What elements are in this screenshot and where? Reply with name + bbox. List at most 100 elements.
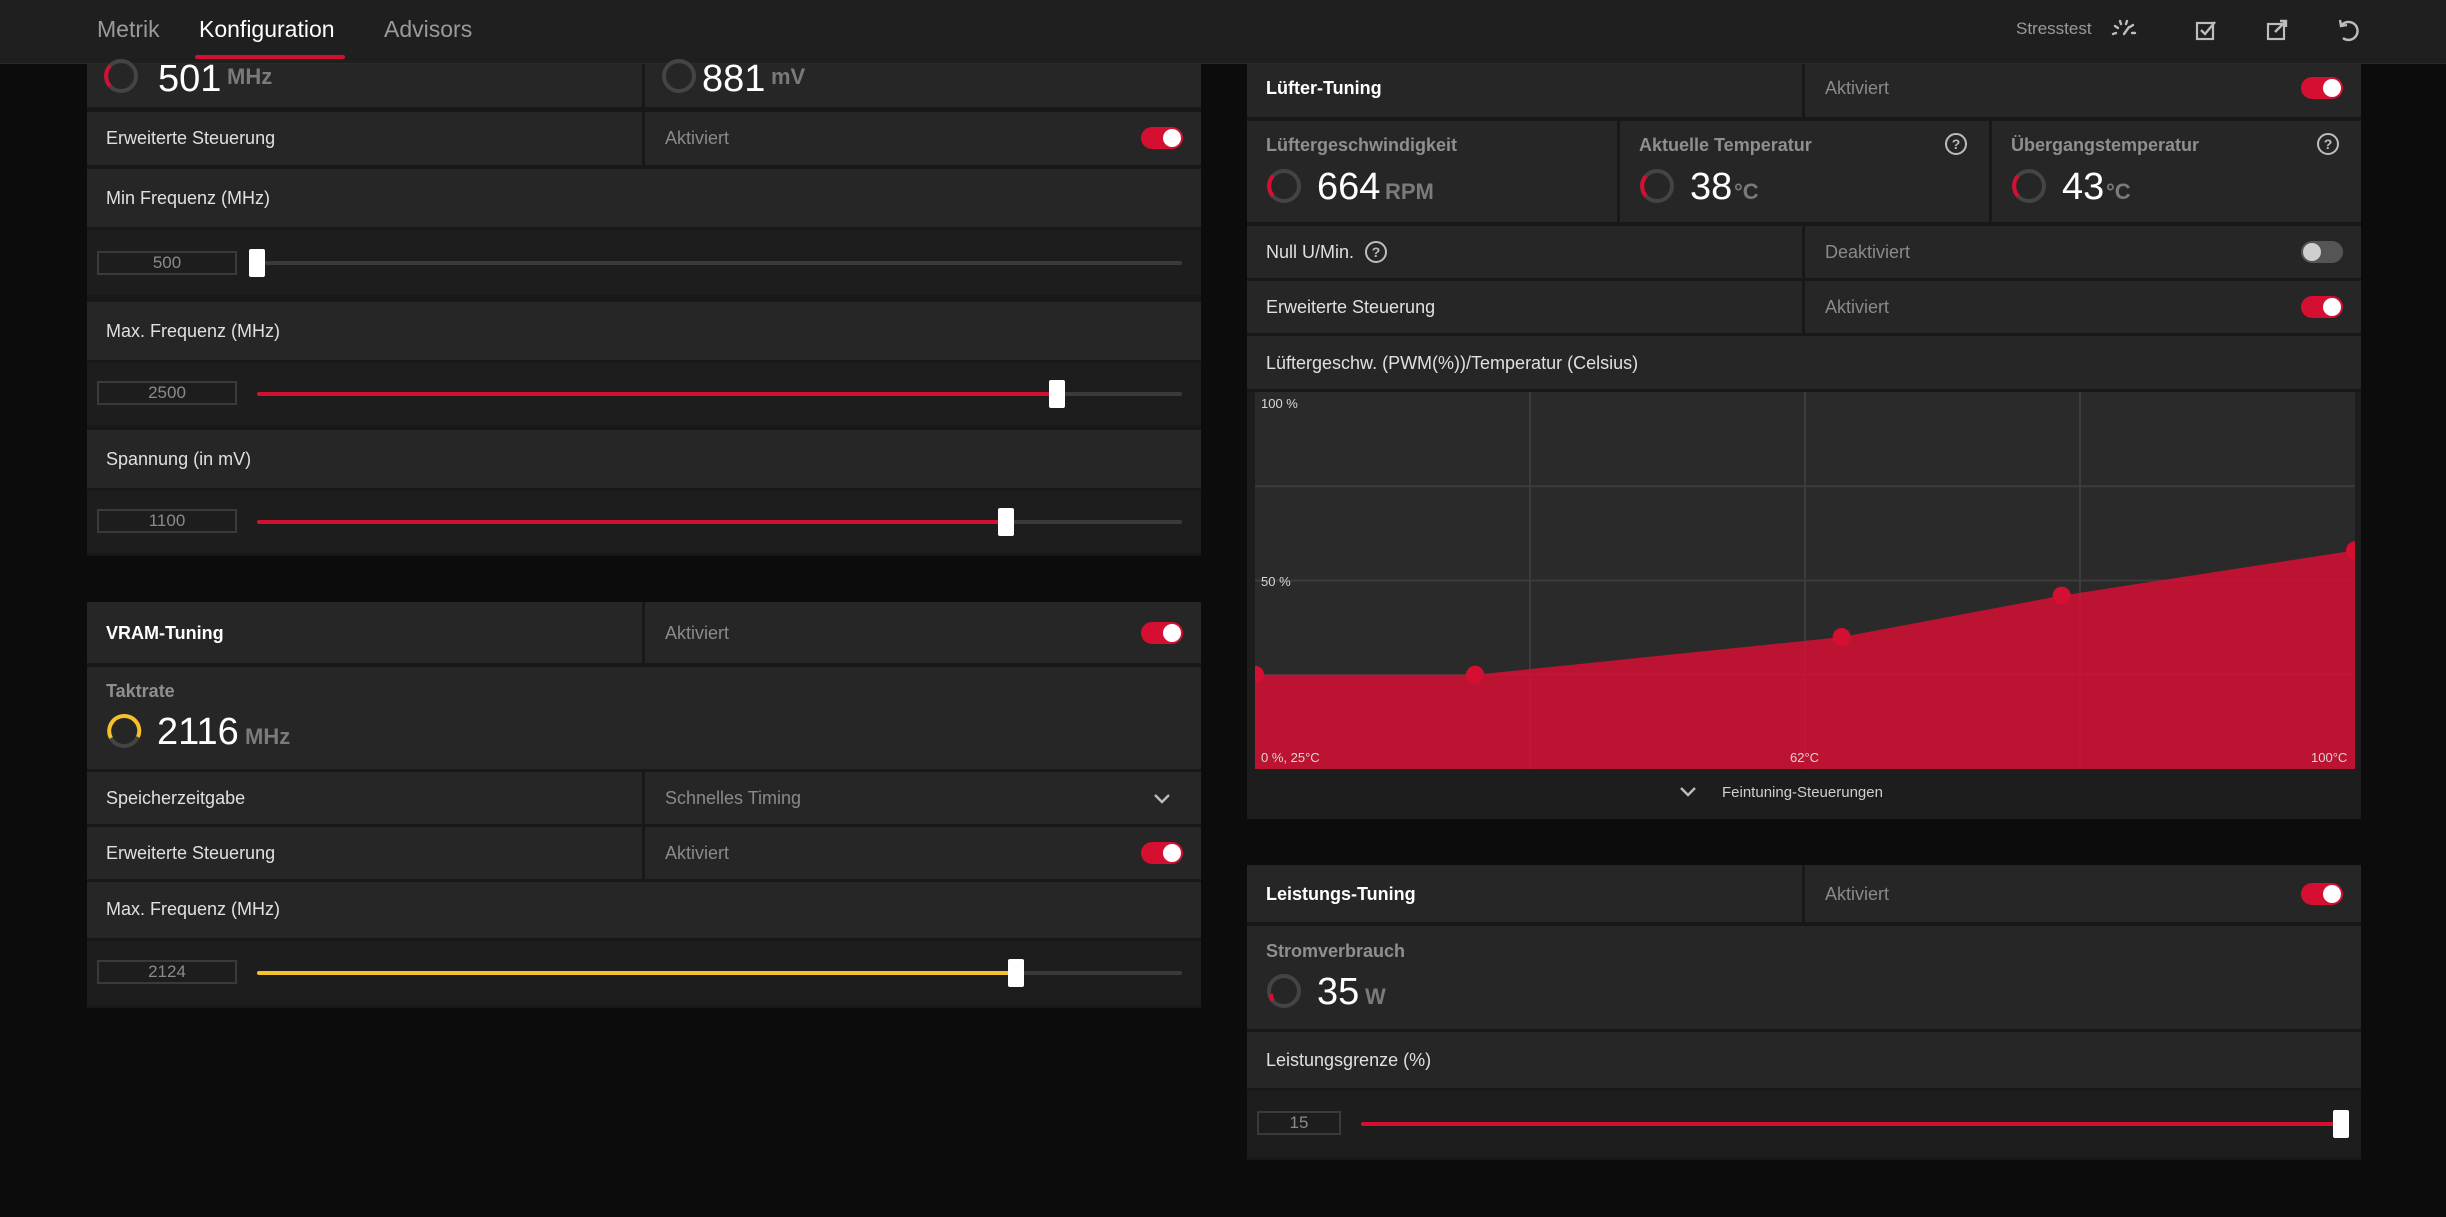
- vram-clock-value: 2116: [157, 711, 239, 753]
- fan-curve-area: [1255, 550, 2355, 769]
- fan-curve-point-5[interactable]: [2346, 541, 2355, 560]
- slider-fill: [257, 392, 1058, 396]
- fan-speed-value: 664: [1317, 166, 1381, 208]
- help-icon[interactable]: ?: [1945, 133, 1967, 155]
- vram-state: Aktiviert: [665, 623, 730, 643]
- slider-fill: [257, 971, 1016, 975]
- fan-curve-point-3[interactable]: [1832, 628, 1851, 647]
- fine-tune-toggle-row[interactable]: Feintuning-Steuerungen: [1247, 769, 2361, 819]
- power-limit-input[interactable]: 15: [1257, 1111, 1341, 1135]
- power-state-cell: Aktiviert: [1805, 865, 2361, 922]
- fan-junction-unit: °C: [2106, 179, 2131, 204]
- vram-advanced-toggle[interactable]: [1141, 842, 1183, 864]
- slider-thumb[interactable]: [998, 508, 1015, 536]
- fan-junction-cell: Übergangstemperatur ? 43 °C: [1992, 121, 2361, 222]
- gpu-freq-value: 501: [158, 58, 222, 100]
- help-icon[interactable]: ?: [2317, 133, 2339, 155]
- gpu-advanced-state: Aktiviert: [665, 128, 730, 148]
- gpu-freq-cell: 501 MHz: [87, 58, 642, 107]
- fan-state: Aktiviert: [1825, 78, 1890, 98]
- vram-state-cell: Aktiviert: [645, 602, 1201, 663]
- slider-thumb[interactable]: [2333, 1110, 2349, 1138]
- slider-thumb[interactable]: [1007, 959, 1024, 987]
- power-state: Aktiviert: [1825, 884, 1890, 904]
- vram-max-freq-slider[interactable]: [257, 959, 1182, 987]
- power-toggle[interactable]: [2301, 883, 2343, 905]
- gpu-voltage-value: 881: [702, 58, 766, 100]
- gpu-voltage-row: Spannung (in mV): [87, 430, 1201, 488]
- gpu-advanced-state-cell: Aktiviert: [645, 112, 1201, 165]
- gpu-max-freq-input[interactable]: 2500: [97, 381, 237, 405]
- export-icon[interactable]: [2261, 14, 2293, 46]
- active-tab-indicator: [195, 55, 345, 59]
- fan-zero-rpm-state: Deaktiviert: [1825, 242, 1911, 262]
- vram-timing-label: Speicherzeitgabe: [106, 788, 246, 808]
- vram-clock-unit: MHz: [245, 724, 291, 749]
- fan-toggle[interactable]: [2301, 77, 2343, 99]
- fan-zero-rpm-toggle[interactable]: [2301, 241, 2343, 263]
- gpu-min-freq-slider[interactable]: [249, 249, 1182, 277]
- fan-advanced-toggle[interactable]: [2301, 296, 2343, 318]
- chart-x-mid-label: 62°C: [1790, 750, 1820, 765]
- slider-thumb[interactable]: [1049, 380, 1066, 408]
- stresstest-label[interactable]: Stresstest: [2016, 19, 2092, 38]
- fan-speed-title: Lüftergeschwindigkeit: [1266, 135, 1458, 155]
- gpu-min-freq-input[interactable]: 500: [97, 251, 237, 275]
- power-limit-slider-row: 15: [1247, 1091, 2361, 1157]
- fan-curve-point-2[interactable]: [1466, 665, 1484, 684]
- fan-advanced-label: Erweiterte Steuerung: [1266, 297, 1436, 317]
- chevron-down-icon: [1154, 794, 1170, 804]
- stresstest-gauge-icon[interactable]: [2108, 14, 2140, 46]
- fan-curve-point-4[interactable]: [2052, 586, 2071, 605]
- fan-junction-value: 43: [2062, 166, 2105, 208]
- fine-tune-label: Feintuning-Steuerungen: [1722, 784, 1883, 801]
- vram-title: VRAM-Tuning: [106, 623, 224, 643]
- power-limit-row: Leistungsgrenze (%): [1247, 1032, 2361, 1088]
- chart-y-top-label: 100 %: [1261, 396, 1298, 411]
- power-consumption-title: Stromverbrauch: [1266, 941, 1406, 961]
- gpu-min-freq-label: Min Frequenz (MHz): [106, 188, 271, 208]
- gpu-voltage-slider[interactable]: [257, 508, 1182, 536]
- vram-timing-value: Schnelles Timing: [665, 788, 802, 808]
- fan-advanced-state: Aktiviert: [1825, 297, 1890, 317]
- reset-icon[interactable]: [2331, 14, 2363, 46]
- slider-thumb[interactable]: [249, 249, 265, 277]
- gpu-voltage-cell: 881 mV: [645, 58, 1201, 107]
- vram-timing-row: Speicherzeitgabe: [87, 772, 642, 824]
- help-icon[interactable]: ?: [1365, 241, 1387, 263]
- vram-clock-title: Taktrate: [106, 681, 175, 701]
- gpu-max-freq-slider[interactable]: [257, 380, 1182, 408]
- vram-timing-dropdown[interactable]: Schnelles Timing: [645, 772, 1201, 824]
- tab-metrik[interactable]: Metrik: [97, 16, 160, 42]
- toggle-knob: [2303, 243, 2321, 261]
- vram-clock-cell: Taktrate 2116 MHz: [87, 667, 1201, 769]
- fan-temp-cell: Aktuelle Temperatur ? 38 °C: [1620, 121, 1989, 222]
- slider-fill: [257, 520, 1007, 524]
- fan-curve-chart[interactable]: 100 % 50 % 0 %, 25°C 62°C 100°C: [1247, 392, 2361, 769]
- gpu-advanced-toggle[interactable]: [1141, 127, 1183, 149]
- power-limit-slider[interactable]: [1361, 1110, 2349, 1138]
- vram-max-freq-input[interactable]: 2124: [97, 960, 237, 984]
- gpu-voltage-input[interactable]: 1100: [97, 509, 237, 533]
- gpu-max-freq-label: Max. Frequenz (MHz): [106, 321, 281, 341]
- apply-icon[interactable]: [2190, 14, 2222, 46]
- chart-x-start-label: 0 %, 25°C: [1261, 750, 1320, 765]
- gpu-min-freq-row: Min Frequenz (MHz): [87, 169, 1201, 227]
- vram-max-freq-row: Max. Frequenz (MHz): [87, 882, 1201, 938]
- fan-junction-title: Übergangstemperatur: [2011, 135, 2200, 155]
- fan-curve-label: Lüftergeschw. (PWM(%))/Temperatur (Celsi…: [1266, 353, 1639, 373]
- gpu-max-freq-row: Max. Frequenz (MHz): [87, 302, 1201, 360]
- gauge-icon: [1640, 169, 1674, 203]
- toggle-knob: [2323, 298, 2341, 316]
- gpu-tuning-panel: 501 MHz 881 mV Erweiterte Steuerung Akti…: [87, 58, 1201, 556]
- fan-title-cell: Lüfter-Tuning: [1247, 64, 1802, 117]
- gpu-voltage-unit: mV: [771, 64, 806, 89]
- fan-curve-point-1[interactable]: [1255, 665, 1264, 684]
- tab-konfiguration[interactable]: Konfiguration: [199, 16, 335, 42]
- vram-toggle[interactable]: [1141, 622, 1183, 644]
- fan-curve-svg[interactable]: [1255, 392, 2355, 769]
- power-limit-label: Leistungsgrenze (%): [1266, 1050, 1432, 1070]
- tab-advisors[interactable]: Advisors: [384, 16, 473, 42]
- slider-fill: [1361, 1122, 2341, 1126]
- power-title: Leistungs-Tuning: [1266, 884, 1416, 904]
